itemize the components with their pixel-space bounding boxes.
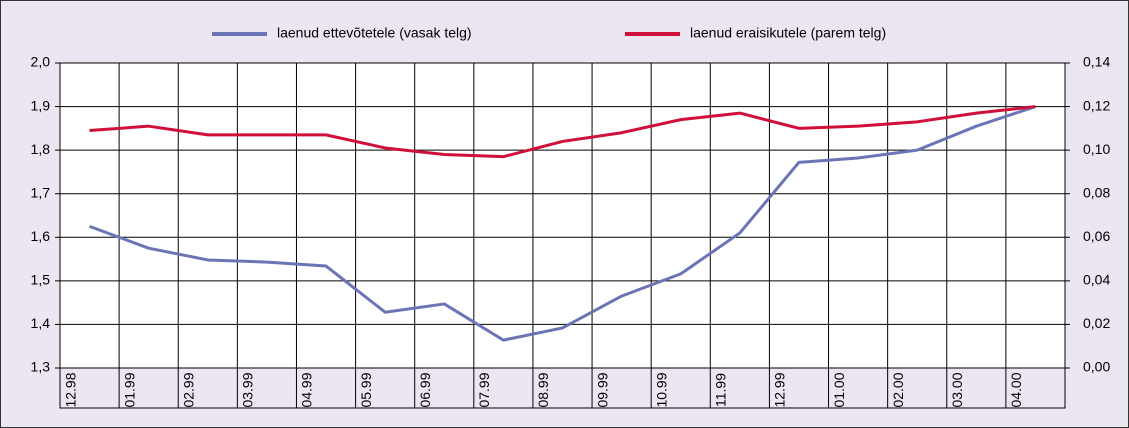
- y2-tick-label: 0,02: [1083, 315, 1110, 331]
- plot-border: [59, 62, 1066, 409]
- y-tick-label: 1,8: [31, 141, 51, 157]
- y2-tick-label: 0,10: [1083, 141, 1110, 157]
- y2-tick-label: 0,00: [1083, 359, 1110, 375]
- x-tick-label: 12.98: [62, 372, 78, 407]
- y2-tick-label: 0,06: [1083, 228, 1110, 244]
- y-tick-label: 1,5: [31, 272, 51, 288]
- y-tick-label: 1,9: [31, 97, 51, 113]
- x-tick-label: 07.99: [476, 372, 492, 407]
- y-tick-label: 1,6: [31, 228, 51, 244]
- plot-area: [60, 63, 1065, 368]
- x-tick-label: 06.99: [417, 372, 433, 407]
- data-line: [89, 105, 1036, 159]
- y2-tick-label: 0,04: [1083, 272, 1110, 288]
- x-tick-label: 04.00: [1008, 372, 1024, 407]
- y-tick-label: 1,3: [31, 359, 51, 375]
- y-tick-label: 1,7: [31, 184, 51, 200]
- x-tick-label: 04.99: [299, 372, 315, 407]
- y-tick-label: 1,4: [31, 315, 51, 331]
- x-tick-label: 01.00: [831, 372, 847, 407]
- x-tick-label: 09.99: [594, 372, 610, 407]
- x-tick-label: 08.99: [535, 372, 551, 407]
- x-tick-label: 05.99: [358, 372, 374, 407]
- x-tick-label: 11.99: [713, 373, 729, 407]
- x-tick-label: 03.99: [240, 372, 256, 407]
- x-tick-label: 03.00: [949, 372, 965, 407]
- x-tick-label: 02.99: [180, 372, 196, 407]
- legend-label: laenud ettevõtetele (vasak telg): [277, 25, 472, 41]
- x-tick-label: 01.99: [121, 372, 137, 407]
- x-tick-label: 12.99: [772, 372, 788, 407]
- y2-tick-label: 0,14: [1083, 54, 1110, 70]
- x-tick-label: 02.00: [890, 372, 906, 407]
- legend-label: laenud eraisikutele (parem telg): [690, 25, 886, 41]
- x-tick-label: 10.99: [653, 372, 669, 407]
- y2-tick-label: 0,12: [1083, 97, 1110, 113]
- y-tick-label: 2,0: [31, 54, 51, 70]
- y2-tick-label: 0,08: [1083, 184, 1110, 200]
- data-line: [89, 105, 1036, 342]
